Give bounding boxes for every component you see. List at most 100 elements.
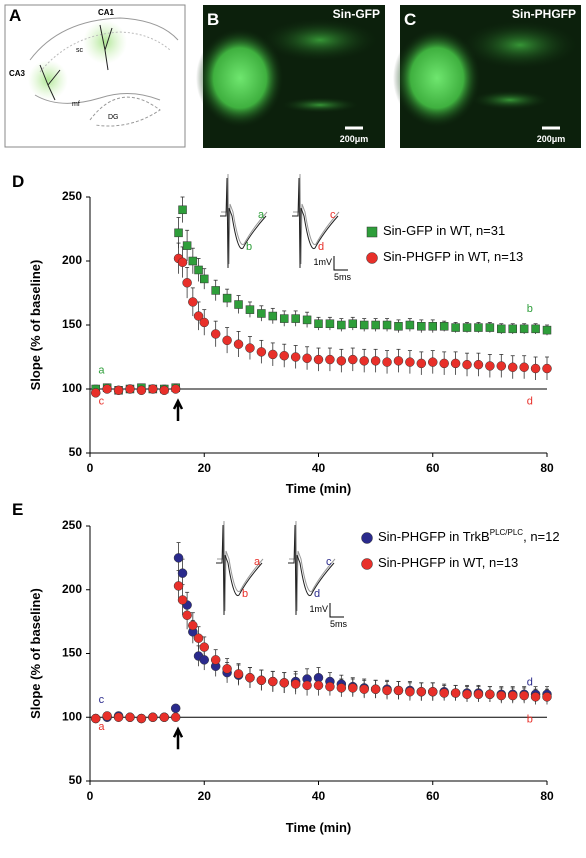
- legend-marker: [366, 252, 378, 264]
- legend-text: , n=12: [523, 529, 560, 544]
- data-point: [462, 689, 472, 700]
- data-point: [336, 683, 347, 693]
- x-tick-label: 40: [312, 789, 326, 803]
- data-point: [370, 684, 381, 694]
- data-point: [268, 349, 278, 360]
- data-point: [222, 293, 232, 303]
- data-point: [405, 357, 415, 367]
- panel-label: E: [12, 500, 23, 519]
- data-point: [279, 350, 289, 361]
- fluorescence: [260, 18, 380, 62]
- chart: D 50 100 150 200 250 0 20 40 60 80 Time (min) Slope …: [12, 172, 554, 496]
- data-point: [290, 352, 301, 362]
- data-point: [325, 319, 335, 328]
- data-point: [268, 676, 278, 687]
- data-point: [170, 384, 181, 394]
- y-axis-label: Slope (% of baseline): [28, 260, 43, 391]
- region-label: DG: [108, 114, 119, 121]
- x-tick-label: 60: [426, 789, 440, 803]
- x-axis-label: Time (min): [286, 820, 352, 835]
- y-tick-label: 100: [62, 709, 82, 723]
- data-point: [450, 688, 461, 698]
- data-point: [102, 384, 112, 394]
- data-point: [519, 690, 529, 701]
- data-point: [451, 323, 460, 332]
- scale-label: 200μm: [537, 134, 566, 144]
- annotation: c: [99, 694, 105, 706]
- data-point: [174, 228, 183, 238]
- data-point: [337, 320, 346, 330]
- neuron: [39, 24, 113, 101]
- data-point: [177, 595, 188, 605]
- data-point: [416, 358, 427, 369]
- data-point: [279, 314, 289, 323]
- data-point: [268, 311, 278, 321]
- data-point: [159, 385, 170, 396]
- legend-marker: [366, 226, 378, 238]
- annotation: d: [527, 676, 533, 688]
- y-axis-label: Slope (% of baseline): [28, 588, 43, 719]
- annotation: a: [98, 365, 105, 377]
- stimulus-arrow: [172, 398, 184, 421]
- inset-label: a: [254, 556, 261, 568]
- data-point: [188, 256, 198, 266]
- y-tick-label: 200: [62, 582, 82, 596]
- data-point: [507, 690, 518, 701]
- scale-label: 1mV: [309, 604, 328, 614]
- data-point: [496, 690, 507, 701]
- panel-label: C: [404, 10, 416, 29]
- inset-label: c: [330, 209, 336, 221]
- data-point: [222, 664, 232, 674]
- data-point: [113, 712, 124, 722]
- data-point: [170, 703, 181, 714]
- inset-trace: [220, 177, 267, 269]
- data-point: [542, 363, 552, 374]
- data-point: [256, 675, 267, 686]
- region-label: CA1: [98, 8, 115, 17]
- data-point: [473, 359, 484, 370]
- inset-trace: [221, 173, 268, 265]
- data-point: [182, 610, 192, 620]
- data-point: [302, 315, 312, 325]
- data-point: [359, 356, 369, 366]
- panel-label: B: [207, 10, 219, 29]
- data-point: [473, 689, 484, 700]
- data-point: [245, 672, 255, 683]
- data-point: [234, 300, 243, 309]
- y-tick-label: 50: [69, 773, 83, 787]
- legend-superscript: PLC/PLC: [490, 528, 524, 537]
- data-point: [291, 314, 300, 323]
- data-point: [507, 362, 518, 372]
- data-point: [173, 553, 184, 563]
- data-point: [279, 678, 289, 688]
- data-point: [188, 620, 198, 631]
- data-point: [417, 322, 426, 331]
- x-tick-label: 40: [312, 461, 326, 475]
- inset-trace: [288, 524, 335, 616]
- scale-label: 5ms: [330, 619, 348, 629]
- x-tick-label: 80: [540, 461, 554, 475]
- data-point: [136, 713, 147, 724]
- data-point: [530, 692, 541, 702]
- hippocampus-outline: [34, 93, 161, 104]
- y-tick-label: 100: [62, 381, 82, 395]
- data-point: [439, 358, 449, 369]
- panel-label: A: [9, 6, 21, 25]
- data-point: [428, 357, 438, 367]
- y-tick-label: 250: [62, 518, 82, 532]
- data-point: [199, 642, 209, 652]
- data-point: [496, 361, 507, 371]
- data-point: [485, 689, 495, 700]
- data-point: [245, 343, 255, 353]
- legend-marker: [361, 532, 373, 544]
- y-tick-label: 250: [62, 189, 82, 203]
- scale-bar: [329, 603, 344, 618]
- legend-label: Sin-PHGFP in TrkBPLC/PLC, n=12: [378, 528, 560, 544]
- data-point: [531, 324, 540, 334]
- inset-label: b: [246, 241, 252, 253]
- data-point: [178, 205, 187, 215]
- x-tick-label: 80: [540, 789, 554, 803]
- hippocampus-outline: [29, 17, 179, 61]
- data-point: [519, 362, 529, 372]
- data-point: [416, 687, 427, 697]
